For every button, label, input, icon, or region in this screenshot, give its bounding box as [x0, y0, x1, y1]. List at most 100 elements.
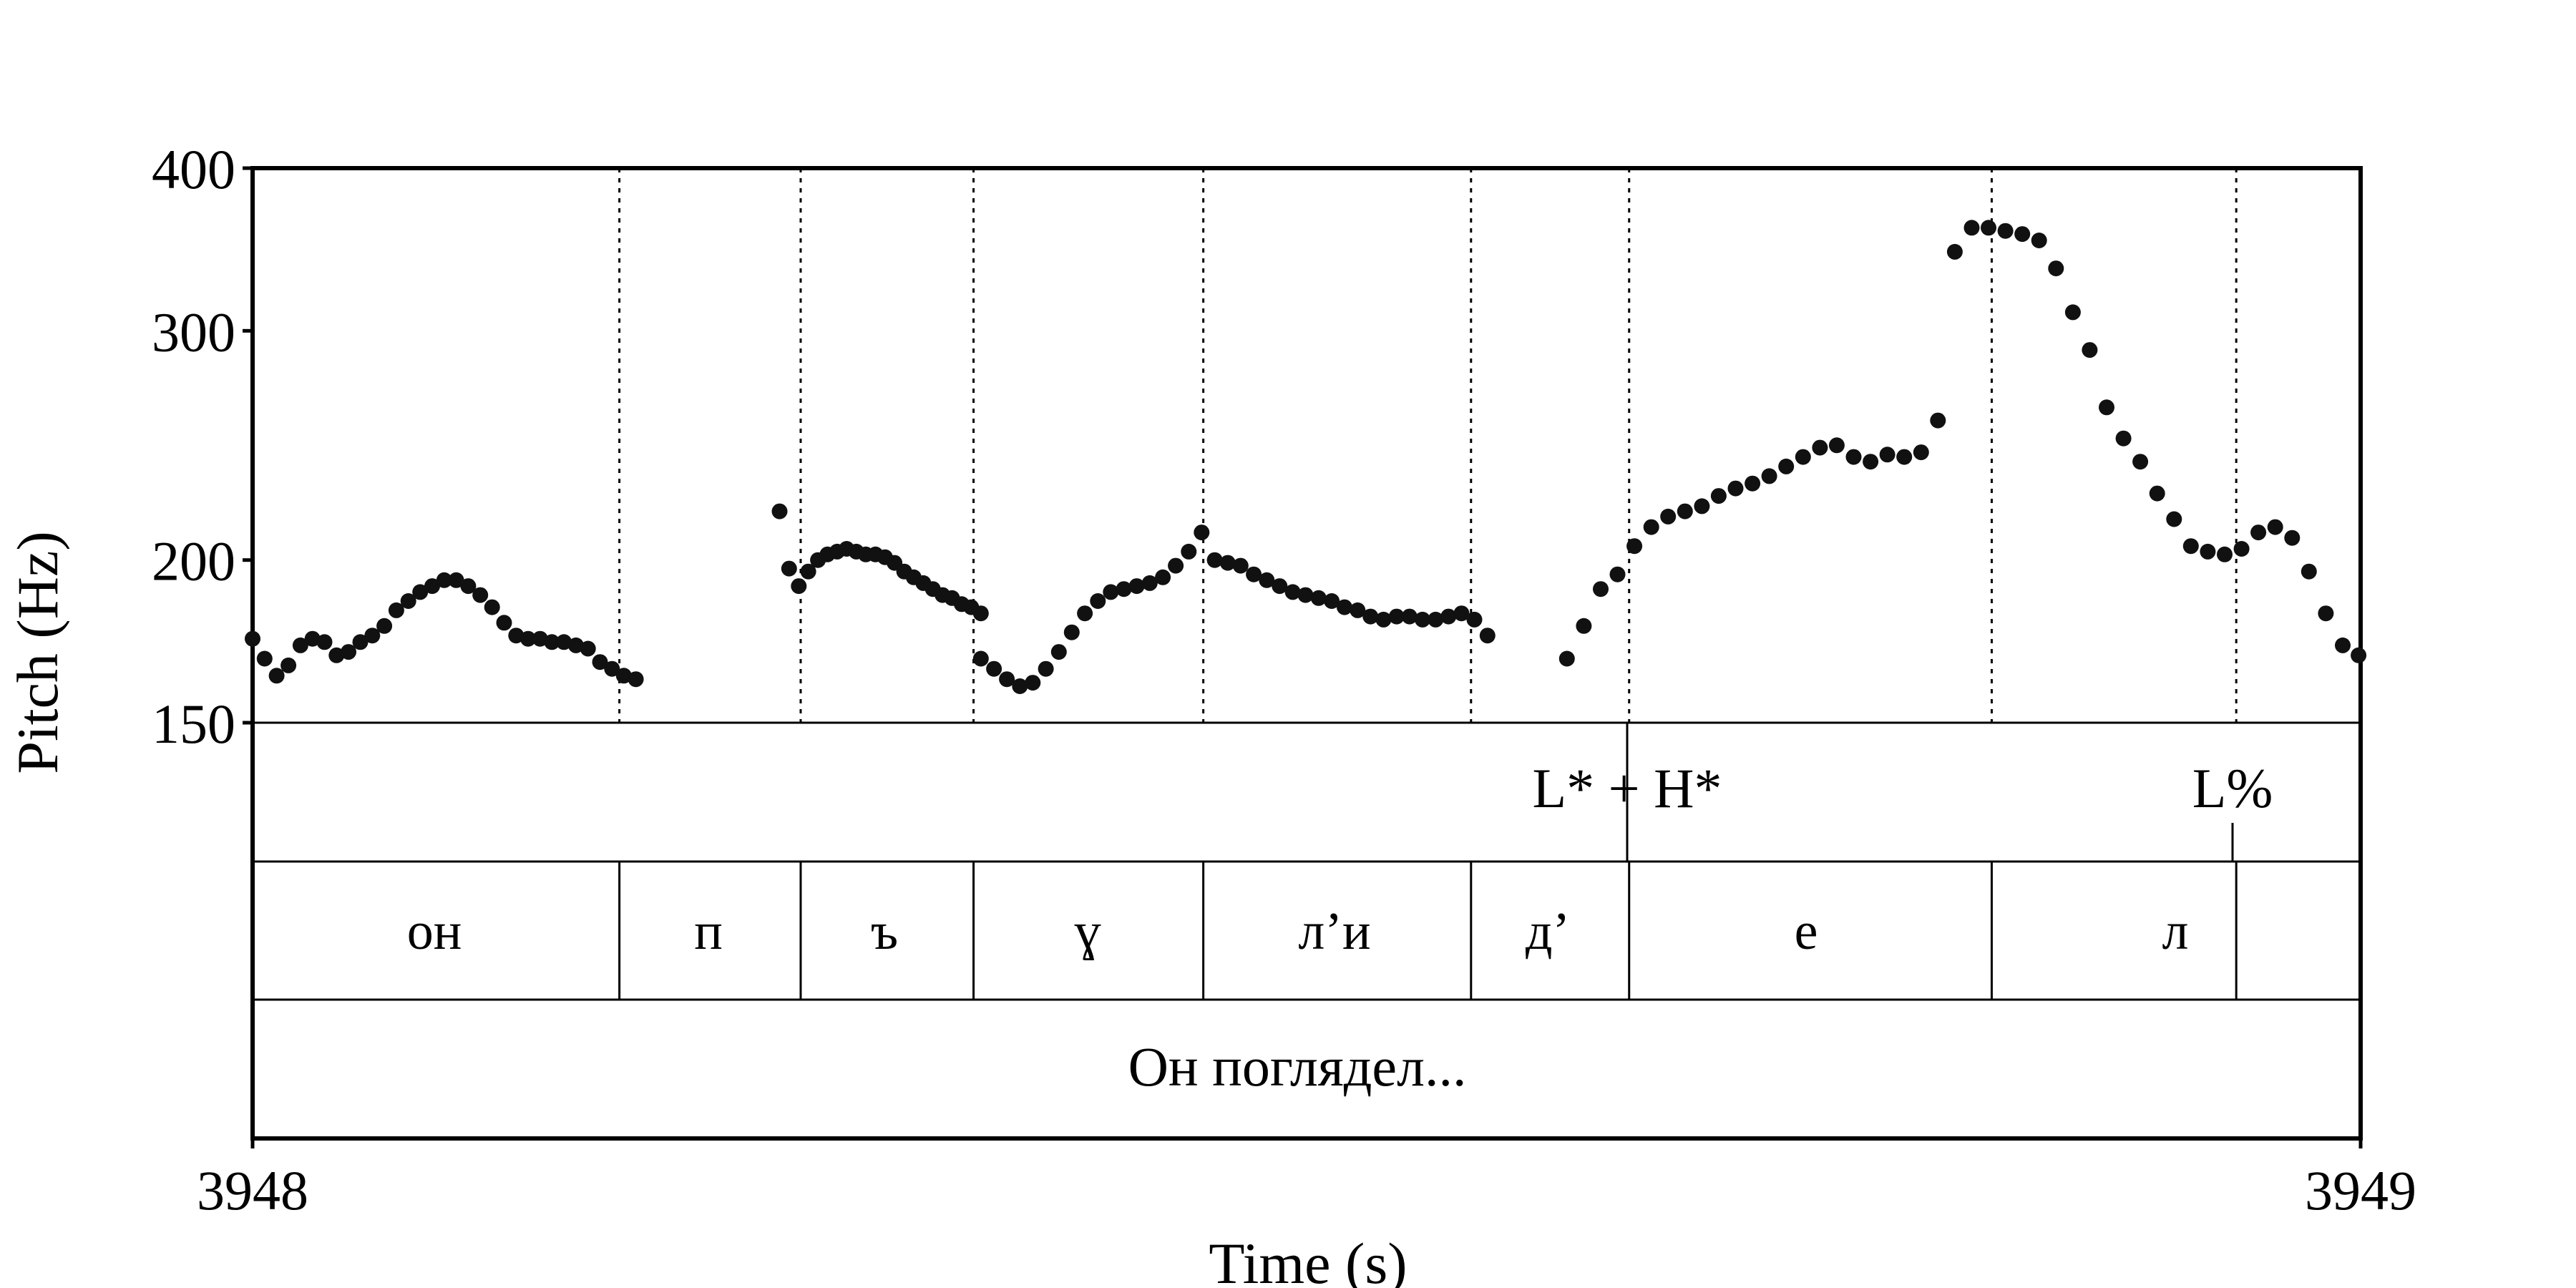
pitch-point [376, 618, 393, 634]
pitch-point [1997, 223, 2014, 239]
pitch-point [460, 578, 477, 595]
pitch-point [1946, 243, 1963, 260]
pitch-point [791, 578, 807, 595]
pitch-point [2048, 260, 2064, 277]
pitch-point [1168, 557, 1184, 574]
pitch-point [1297, 587, 1314, 603]
pitch-point [544, 634, 560, 650]
pitch-point [2099, 399, 2114, 416]
pitch-point [2115, 430, 2132, 447]
pitch-point [1727, 480, 1744, 497]
pitch-point [771, 503, 788, 519]
pitch-point [508, 628, 525, 644]
pitch-point [1272, 578, 1288, 595]
pitch-point [1063, 624, 1080, 640]
segment-label-li: л’и [1298, 902, 1370, 961]
pitch-point [1428, 611, 1444, 628]
pitch-point [1778, 458, 1795, 474]
pitch-point [604, 660, 620, 677]
y-axis: 150 200 300 400 [152, 138, 253, 755]
pitch-point [2233, 541, 2250, 557]
plot-frame [250, 166, 2363, 1141]
pitch-point [1466, 611, 1483, 628]
pitch-point [2200, 543, 2216, 560]
pitch-point [1206, 552, 1223, 568]
pitch-point [1576, 618, 1592, 634]
segment-label-d: д’ [1526, 902, 1570, 961]
pitch-point [1963, 220, 1980, 236]
pitch-point [1795, 449, 1811, 465]
pitch-point [424, 578, 440, 595]
y-tick-label: 200 [152, 530, 235, 592]
pitch-point [245, 630, 260, 647]
pitch-point [412, 584, 429, 600]
pitch-point [268, 668, 285, 684]
pitch-point [532, 630, 548, 647]
tone-label-lpercent: L% [2192, 757, 2273, 819]
pitch-point [615, 668, 632, 684]
pitch-point [580, 640, 596, 657]
pitch-point [972, 605, 989, 622]
pitch-point [400, 593, 416, 609]
pitch-point [1440, 608, 1457, 625]
pitch-point [1845, 449, 1862, 465]
pitch-point [1745, 475, 1761, 492]
pitch-point [972, 650, 989, 667]
pitch-point [1090, 593, 1106, 609]
pitch-point [628, 671, 644, 688]
pitch-point [2217, 546, 2233, 562]
pitch-point [781, 560, 797, 577]
pitch-point [1479, 628, 1496, 644]
pitch-point [556, 634, 572, 650]
pitch-point [1181, 543, 1197, 560]
pitch-point [1879, 447, 1896, 463]
pitch-point [1415, 611, 1430, 628]
pitch-point [1388, 608, 1405, 625]
y-tick-label: 150 [152, 693, 235, 755]
pitch-point [1812, 439, 1828, 456]
pitch-point [986, 660, 1002, 677]
pitch-point [1710, 488, 1727, 504]
pitch-point [2166, 511, 2182, 527]
pitch-point [1609, 566, 1626, 582]
x-tick-label: 3948 [197, 1159, 308, 1221]
pitch-point [1453, 605, 1470, 622]
segment-label-gamma: ɣ [1075, 902, 1101, 961]
pitch-point [436, 572, 452, 588]
segment-label-on: он [407, 902, 462, 961]
x-axis: 3948 3949 [197, 1138, 2416, 1221]
pitch-point [2031, 233, 2047, 248]
pitch-point [304, 630, 321, 647]
pitch-point [1324, 593, 1340, 609]
segment-label-e: е [1795, 902, 1818, 961]
pitch-point [2284, 530, 2301, 546]
pitch-point [328, 647, 345, 663]
pitch-point [2132, 454, 2149, 470]
pitch-point [1128, 578, 1145, 595]
pitch-point [567, 637, 584, 653]
pitch-point [1038, 660, 1054, 677]
pitch-point [388, 602, 404, 618]
pitch-point [256, 650, 273, 667]
pitch-point [2250, 525, 2267, 541]
pitch-point [2082, 342, 2098, 358]
pitch-point [472, 587, 489, 603]
pitch-point [364, 628, 381, 644]
pitch-point [1141, 575, 1158, 591]
segment-label-hard-sign: ъ [871, 902, 898, 961]
pitch-point [2064, 304, 2081, 321]
pitch-point [1050, 644, 1067, 660]
pitch-point [316, 634, 333, 650]
y-tick-label: 400 [152, 138, 235, 200]
pitch-point [592, 654, 608, 670]
pitch-point [1012, 678, 1028, 694]
pitch-point [1246, 566, 1262, 582]
pitch-point [520, 630, 536, 647]
pitch-point [999, 671, 1015, 688]
pitch-point [1677, 503, 1693, 519]
pitch-point [1401, 608, 1418, 625]
pitch-point [1337, 599, 1352, 615]
pitch-point [1310, 590, 1327, 606]
pitch-point [1660, 508, 1677, 525]
